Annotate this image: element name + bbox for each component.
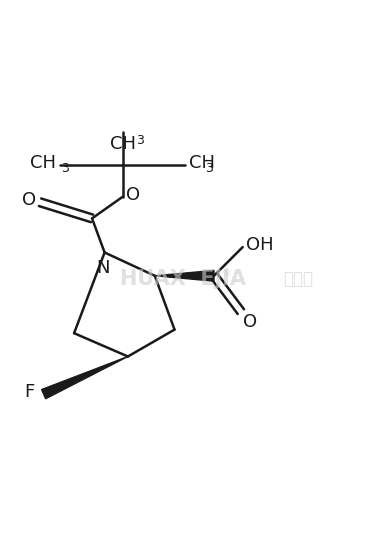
Text: 3: 3 (205, 162, 213, 175)
Text: N: N (96, 259, 110, 277)
Text: F: F (24, 384, 34, 401)
Text: CH: CH (189, 154, 215, 172)
Text: O: O (243, 313, 257, 332)
Polygon shape (155, 270, 214, 281)
Text: 化学加: 化学加 (283, 270, 313, 288)
Text: OH: OH (246, 236, 273, 254)
Text: 3: 3 (136, 134, 144, 147)
Polygon shape (41, 357, 128, 399)
Text: HUAX  EJIA: HUAX EJIA (120, 270, 247, 289)
Text: 3: 3 (62, 162, 69, 175)
Text: CH: CH (30, 154, 56, 172)
Text: ®: ® (222, 269, 232, 278)
Text: O: O (22, 191, 36, 209)
Text: O: O (126, 186, 140, 204)
Text: CH: CH (109, 135, 135, 153)
